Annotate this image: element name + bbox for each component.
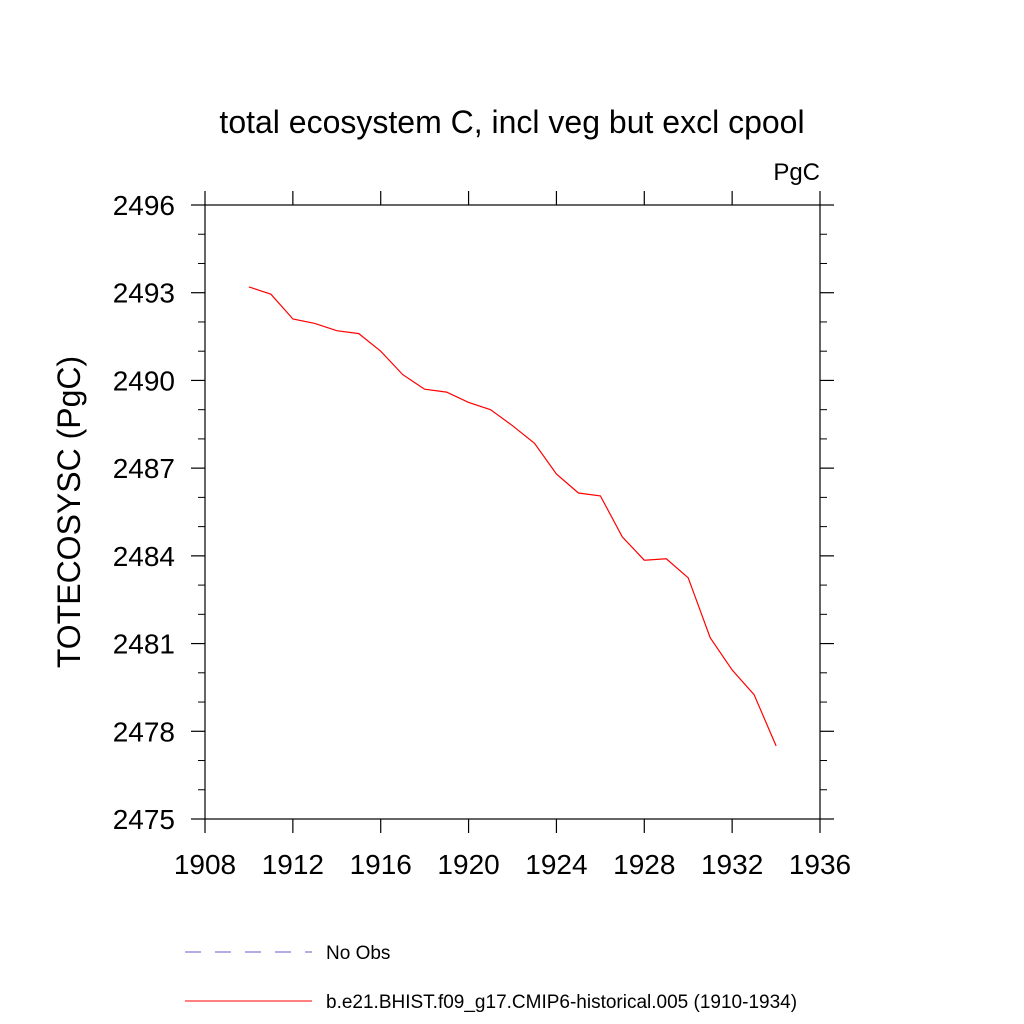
- x-tick-label: 1928: [613, 849, 675, 880]
- legend-label: No Obs: [326, 943, 390, 964]
- series-layer: [248, 286, 777, 747]
- y-tick-label: 2487: [113, 453, 175, 484]
- y-tick-label: 2475: [113, 804, 175, 835]
- x-tick-label: 1920: [437, 849, 499, 880]
- x-tick-label: 1936: [789, 849, 851, 880]
- x-tick-label: 1932: [701, 849, 763, 880]
- chart-title: total ecosystem C, incl veg but excl cpo…: [219, 104, 804, 140]
- y-axis-ticks: 2475 2478 2481 2484 2487 2490 2493 2496: [113, 190, 834, 835]
- x-tick-label: 1908: [174, 849, 236, 880]
- y-tick-label: 2496: [113, 190, 175, 221]
- y-tick-label: 2481: [113, 629, 175, 660]
- y-axis-label: TOTECOSYSC (PgC): [51, 356, 87, 668]
- x-axis-ticks: 1908 1912 1916 1920 1924 1928 1932 1936: [174, 191, 851, 880]
- y-tick-label: 2490: [113, 365, 175, 396]
- x-tick-label: 1912: [262, 849, 324, 880]
- plot-frame: [204, 204, 821, 820]
- legend: No Obs b.e21.BHIST.f09_g17.CMIP6-historic…: [185, 943, 797, 1013]
- y-tick-label: 2493: [113, 278, 175, 309]
- units-label: PgC: [773, 159, 820, 186]
- series-line: [248, 286, 777, 747]
- x-tick-label: 1916: [350, 849, 412, 880]
- y-tick-label: 2484: [113, 541, 175, 572]
- y-tick-label: 2478: [113, 716, 175, 747]
- x-tick-label: 1924: [525, 849, 587, 880]
- legend-label: b.e21.BHIST.f09_g17.CMIP6-historical.005…: [326, 992, 797, 1013]
